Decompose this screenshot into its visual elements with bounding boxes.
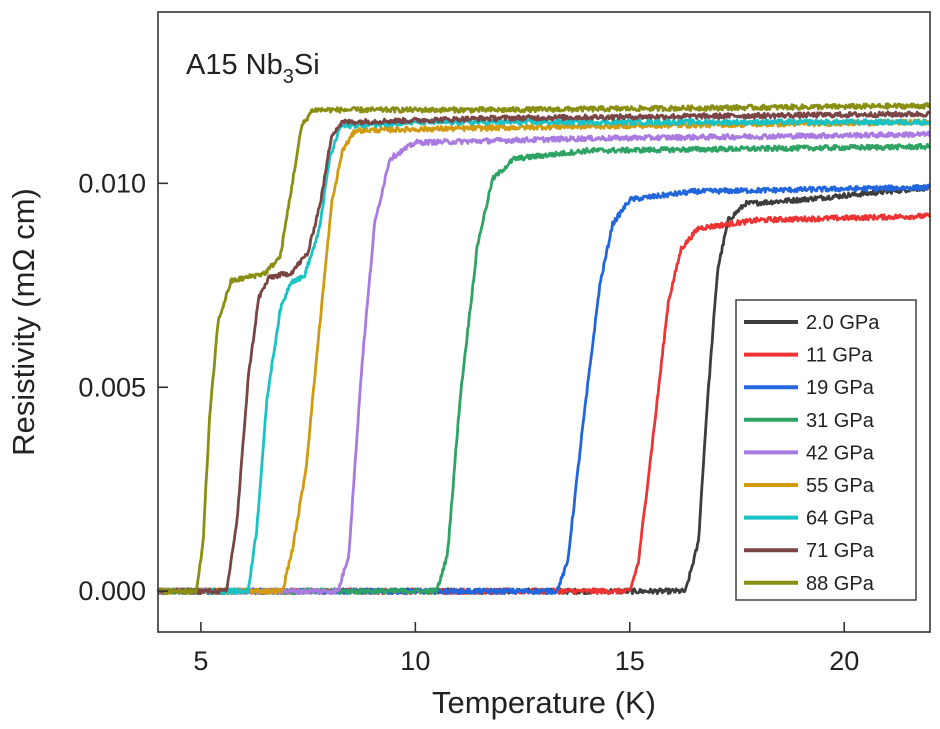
- y-tick-label-0: 0.000: [78, 576, 146, 606]
- legend-label-6: 64 GPa: [806, 508, 875, 530]
- x-tick-label-3: 20: [829, 646, 859, 676]
- legend-label-7: 71 GPa: [806, 540, 875, 562]
- legend-label-8: 88 GPa: [806, 573, 875, 595]
- legend-label-2: 19 GPa: [806, 377, 875, 399]
- legend-label-1: 11 GPa: [806, 345, 873, 367]
- y-axis-title: Resistivity (mΩ cm): [6, 188, 41, 456]
- x-tick-label-1: 10: [400, 646, 430, 676]
- x-tick-label-2: 15: [615, 646, 645, 676]
- series-line-8: [156, 102, 932, 595]
- y-tick-label-1: 0.005: [78, 372, 146, 402]
- x-axis-title: Temperature (K): [432, 685, 656, 720]
- svg-text:A15 Nb3Si: A15 Nb3Si: [186, 49, 320, 88]
- annotation-suffix: Si: [294, 49, 320, 81]
- legend-label-4: 42 GPa: [806, 442, 875, 464]
- series-layer: [156, 102, 932, 596]
- annotation-main: A15 Nb: [186, 49, 283, 81]
- x-tick-label-0: 5: [193, 646, 208, 676]
- legend: 2.0 GPa 11 GPa 19 GPa 31 GPa 42 GPa 55 GPa 64 …: [735, 299, 917, 601]
- series-line-4: [157, 130, 932, 596]
- ticks-layer: 5 10 15 20 0.000 0.005 0.010: [78, 168, 859, 676]
- sample-annotation: A15 Nb3Si: [186, 49, 320, 88]
- legend-label-5: 55 GPa: [806, 475, 875, 497]
- annotation-subscript: 3: [283, 66, 294, 88]
- legend-label-0: 2.0 GPa: [806, 312, 880, 334]
- series-line-7: [157, 110, 932, 595]
- legend-label-3: 31 GPa: [806, 410, 875, 432]
- series-line-6: [156, 118, 932, 595]
- y-tick-label-2: 0.010: [78, 168, 146, 198]
- plot-frame: [157, 11, 931, 633]
